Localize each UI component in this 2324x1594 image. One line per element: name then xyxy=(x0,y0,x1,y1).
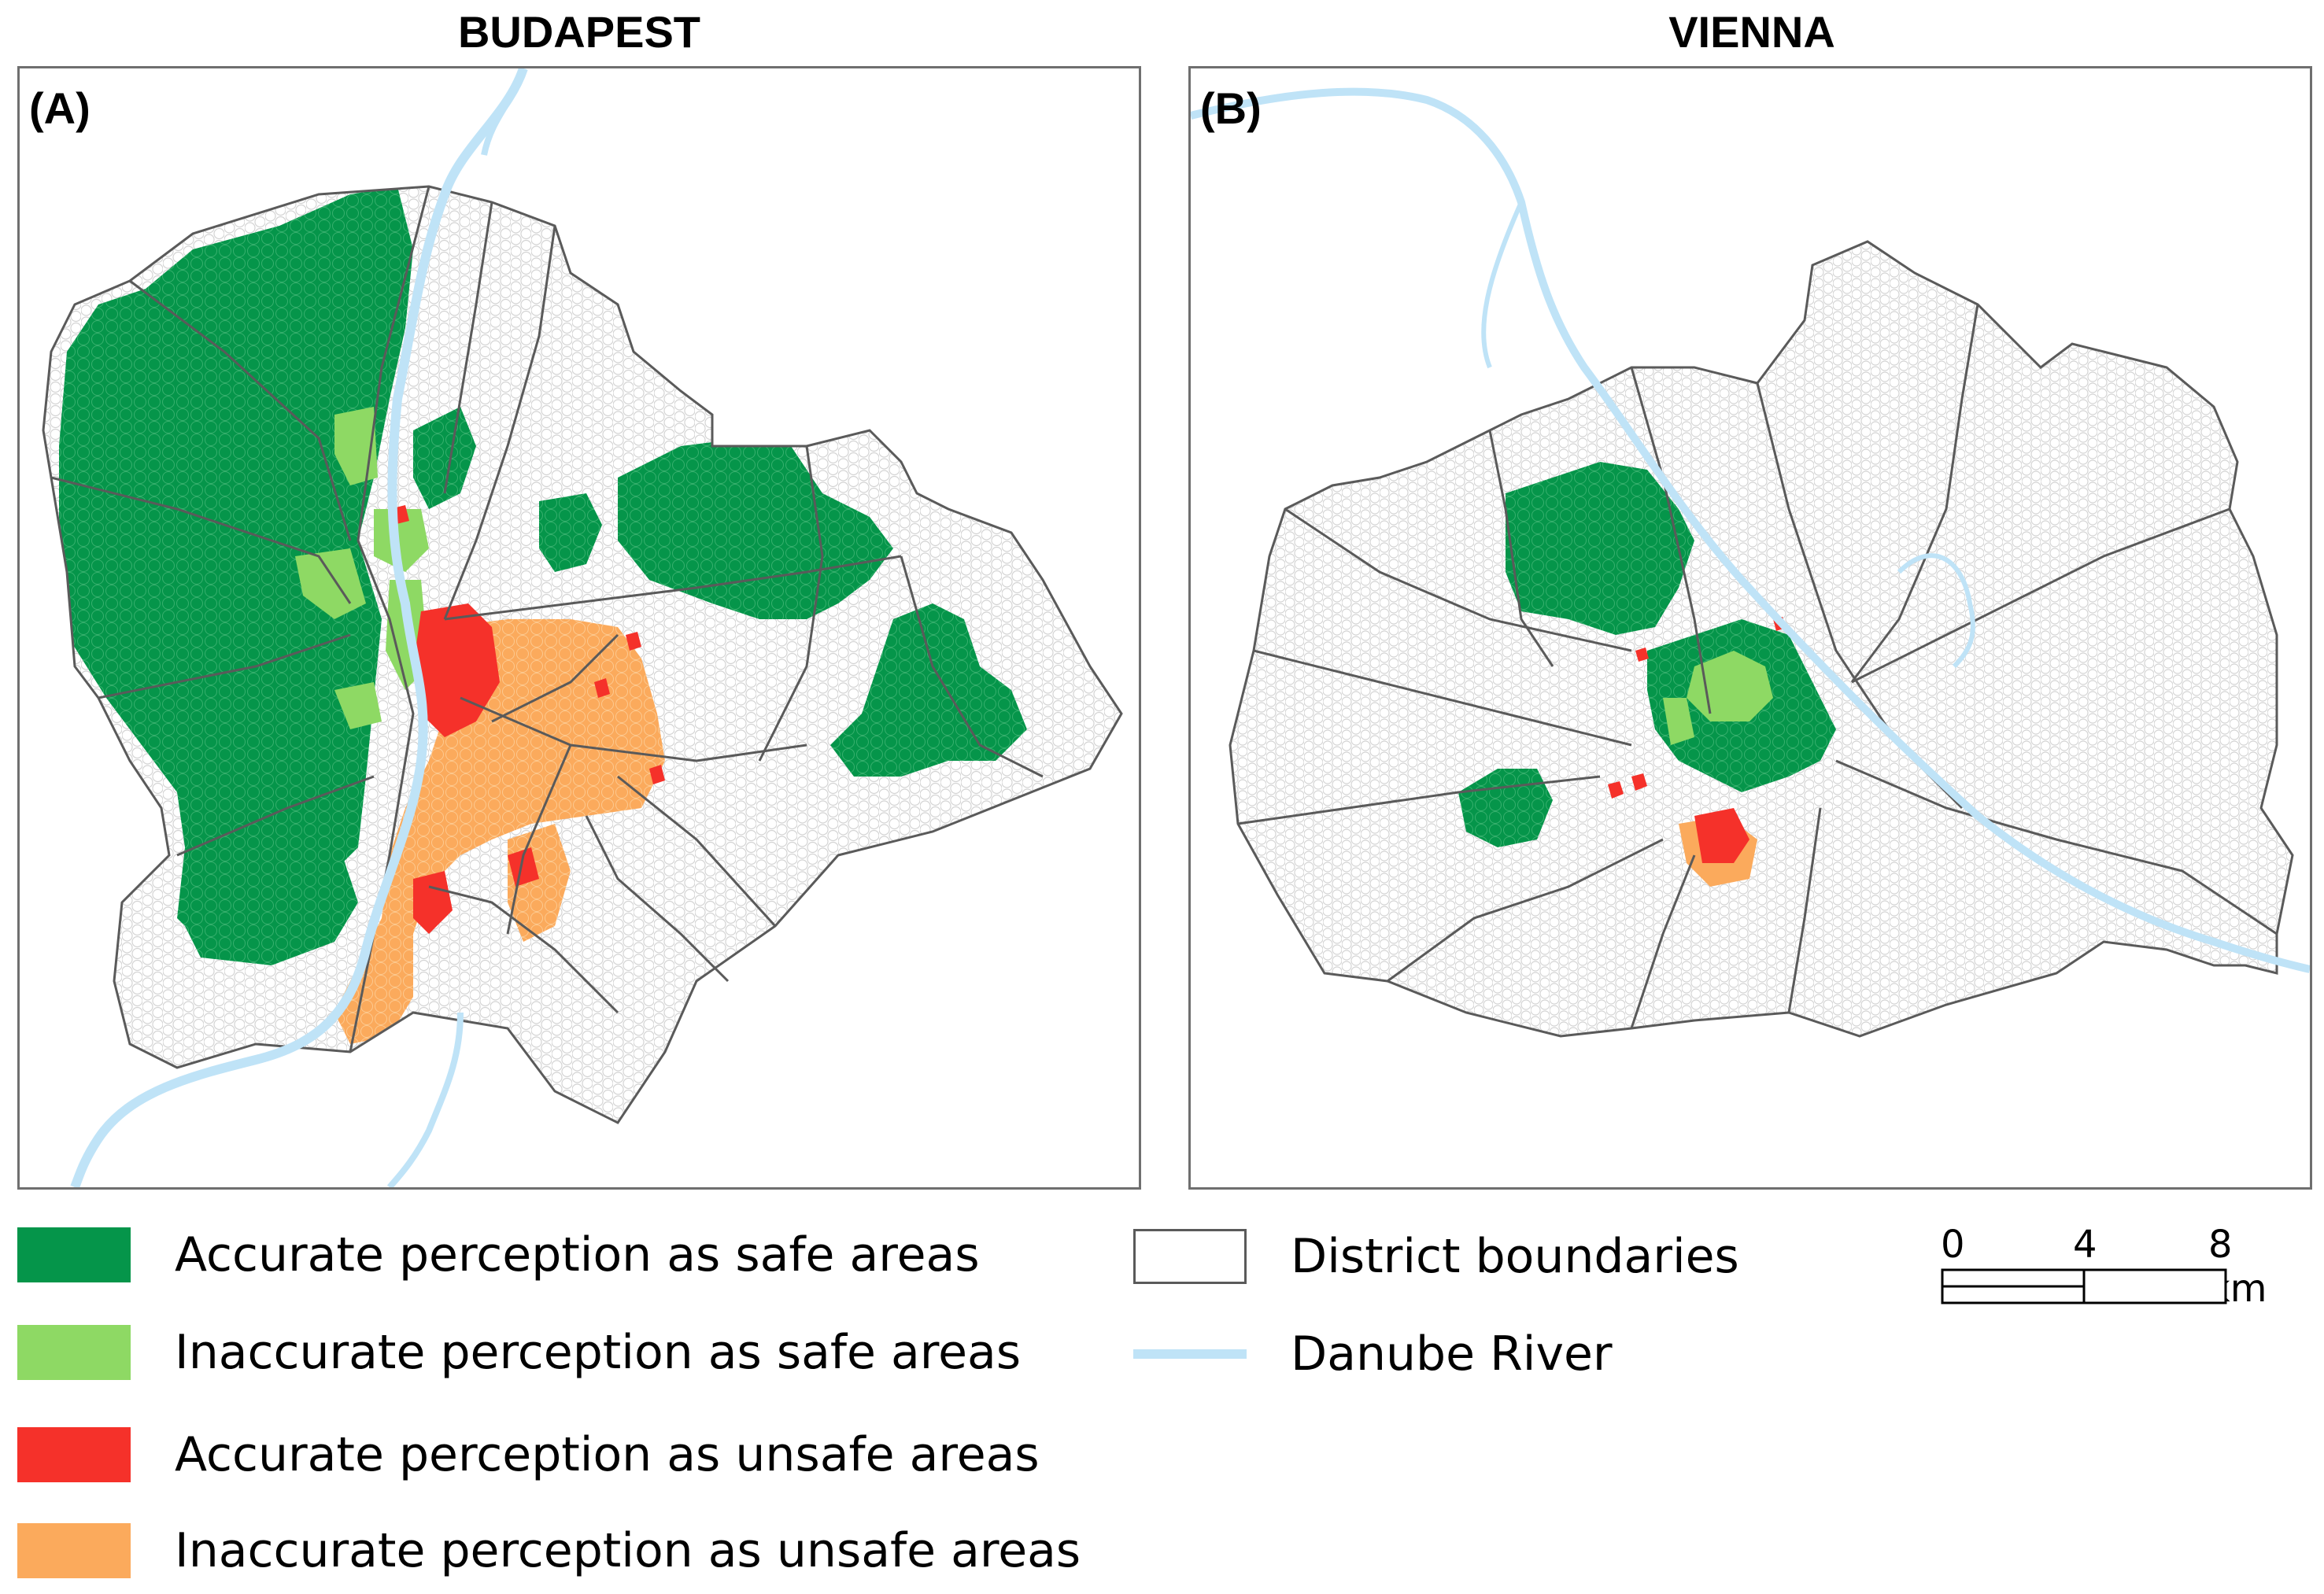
scale-bar: 0 4 8 km xyxy=(1941,1223,2271,1317)
budapest-accurate-unsafe-east-dots xyxy=(594,632,665,784)
legend-label-inaccurate-unsafe: Inaccurate perception as unsafe areas xyxy=(175,1523,1081,1578)
legend-item-inaccurate-unsafe: Inaccurate perception as unsafe areas xyxy=(17,1523,1081,1578)
legend-label-danube-river: Danube River xyxy=(1291,1326,1613,1382)
budapest-map-canvas xyxy=(42,68,1123,1187)
vienna-danube-river xyxy=(1191,87,2310,973)
legend-item-danube-river: Danube River xyxy=(1133,1326,1613,1382)
budapest-title: BUDAPEST xyxy=(457,7,701,57)
vienna-title: VIENNA xyxy=(1668,7,1835,57)
scale-label-0: 0 xyxy=(1941,1223,1965,1267)
legend-label-inaccurate-safe: Inaccurate perception as safe areas xyxy=(175,1325,1022,1380)
budapest-danube-branch xyxy=(481,68,527,156)
legend-swatch-danube-river xyxy=(1133,1326,1247,1382)
vienna-inaccurate-safe-edge xyxy=(1663,698,1694,745)
budapest-danube-south-branch xyxy=(386,1012,464,1187)
vienna-accurate-safe-west xyxy=(1458,769,1553,847)
budapest-accurate-unsafe-south xyxy=(508,847,539,887)
budapest-map: (A) xyxy=(17,66,1141,1190)
budapest-accurate-safe-buda-south xyxy=(185,855,358,965)
legend-label-accurate-unsafe: Accurate perception as unsafe areas xyxy=(175,1427,1040,1482)
budapest-inaccurate-safe-1 xyxy=(334,407,378,485)
legend-swatch-inaccurate-safe xyxy=(17,1325,131,1380)
panel-label-b: (B) xyxy=(1200,83,1262,133)
legend-item-accurate-safe: Accurate perception as safe areas xyxy=(17,1227,980,1282)
legend-label-district-boundaries: District boundaries xyxy=(1291,1229,1739,1284)
budapest-accurate-safe-north-margit xyxy=(413,407,476,509)
legend-label-accurate-safe: Accurate perception as safe areas xyxy=(175,1227,980,1282)
budapest-accurate-unsafe-centre xyxy=(413,603,500,737)
vienna-map-canvas xyxy=(1191,87,2310,1038)
vienna-map: (B) xyxy=(1188,66,2312,1190)
scale-label-4: 4 xyxy=(2073,1223,2097,1267)
vienna-accurate-safe-northwest xyxy=(1506,462,1694,635)
legend-item-district-boundaries: District boundaries xyxy=(1133,1229,1739,1284)
budapest-danube-river xyxy=(70,68,528,1187)
legend-item-accurate-unsafe: Accurate perception as unsafe areas xyxy=(17,1427,1040,1482)
budapest-accurate-safe-west xyxy=(59,186,413,942)
budapest-accurate-unsafe-sw xyxy=(413,871,453,934)
budapest-accurate-safe-pest-east xyxy=(830,603,1027,777)
vienna-district-boundaries xyxy=(1229,240,2294,1038)
panel-label-a: (A) xyxy=(29,83,91,133)
vienna-old-danube xyxy=(1897,553,1975,669)
budapest-accurate-safe-pest-north xyxy=(618,438,893,619)
budapest-inaccurate-unsafe-central xyxy=(334,619,665,1044)
legend-swatch-district-boundaries xyxy=(1133,1229,1247,1284)
budapest-inaccurate-safe-5 xyxy=(334,682,382,729)
vienna-danube-canal xyxy=(1481,201,1524,369)
legend-item-inaccurate-safe: Inaccurate perception as safe areas xyxy=(17,1325,1021,1380)
legend-swatch-accurate-safe xyxy=(17,1227,131,1282)
budapest-inaccurate-safe-2 xyxy=(374,509,429,572)
legend-swatch-inaccurate-unsafe xyxy=(17,1523,131,1578)
legend-swatch-accurate-unsafe xyxy=(17,1427,131,1482)
budapest-district-boundaries xyxy=(42,185,1123,1124)
scale-bar-graphic xyxy=(1941,1268,2227,1304)
vienna-accurate-unsafe xyxy=(1694,808,1749,863)
budapest-accurate-safe-pest-mid xyxy=(539,493,602,572)
